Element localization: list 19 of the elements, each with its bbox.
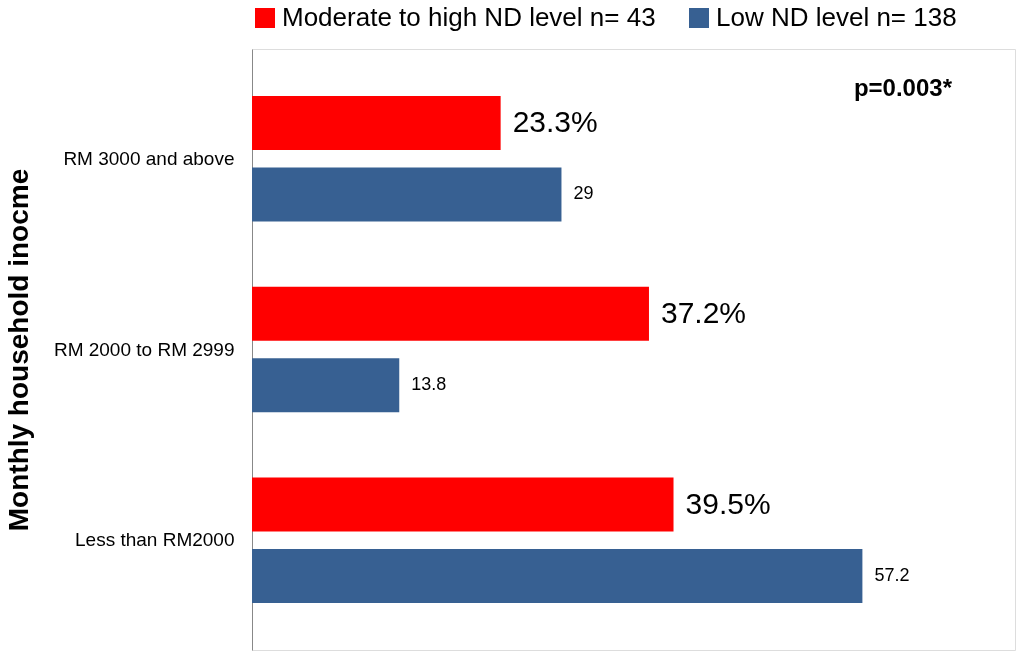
data-label: 37.2% [660,295,747,329]
bar [252,95,501,150]
legend-label: Low ND level n= 138 [716,2,957,32]
data-label: 23.3% [512,104,598,138]
y-axis-title: Monthly household inocme [2,168,34,532]
y-tick-label: RM 2000 to RM 2999 [53,338,235,360]
bar [252,167,562,222]
bar [252,549,863,604]
data-label: 39.5% [685,486,771,520]
data-label: 13.8 [411,374,447,395]
annotation: p=0.003* [853,74,953,101]
bar [252,286,649,341]
data-label: 29 [573,183,594,204]
bar [252,477,674,532]
legend-label: Moderate to high ND level n= 43 [282,2,656,32]
y-tick-label: RM 3000 and above [63,147,235,169]
bar [252,358,400,413]
data-label: 57.2 [874,565,910,586]
y-tick-label: Less than RM2000 [75,529,235,551]
